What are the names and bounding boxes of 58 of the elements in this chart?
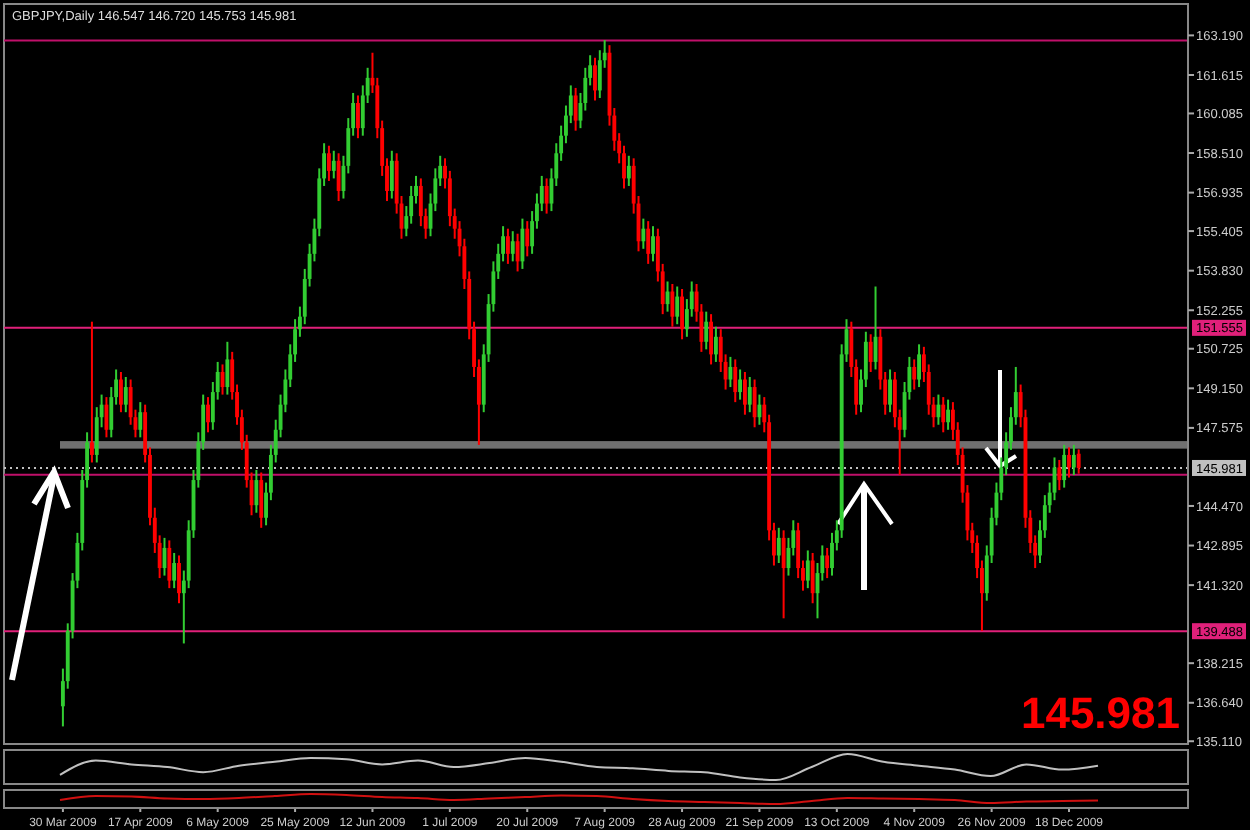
candlestick: [917, 343, 921, 389]
candlestick: [888, 368, 892, 414]
candlestick: [675, 285, 680, 326]
candlestick: [510, 230, 515, 263]
candlestick: [941, 396, 946, 434]
candlestick: [505, 227, 510, 265]
candlestick: [327, 144, 331, 182]
candlestick: [733, 358, 738, 404]
candlestick: [728, 355, 733, 389]
candlestick: [573, 86, 578, 132]
candlestick: [713, 325, 718, 363]
candlestick: [946, 398, 951, 431]
candlestick: [709, 313, 713, 366]
candlestick: [747, 376, 752, 414]
candlestick: [515, 232, 520, 273]
candlestick: [123, 376, 128, 414]
candlestick: [810, 551, 815, 605]
candlestick: [742, 370, 747, 416]
candlestick: [825, 546, 830, 580]
candlestick: [1057, 458, 1062, 492]
candlestick: [254, 469, 259, 514]
candlestick: [593, 56, 597, 102]
candlestick: [680, 288, 684, 341]
candlestick: [868, 333, 873, 373]
candlestick: [1062, 443, 1067, 489]
candlestick: [704, 310, 709, 351]
candlestick: [331, 149, 336, 180]
candlestick: [912, 358, 917, 391]
candlestick: [670, 282, 675, 328]
candlestick: [805, 549, 810, 590]
candlestick: [167, 539, 172, 590]
candlestick: [936, 393, 941, 426]
candlestick: [89, 320, 94, 464]
candlestick: [1067, 446, 1071, 479]
candlestick: [206, 396, 210, 434]
candlestick: [172, 551, 177, 590]
candlestick: [781, 529, 786, 620]
candlestick: [626, 154, 631, 187]
candlestick: [177, 554, 181, 605]
candlestick: [646, 220, 651, 265]
candlestick: [776, 526, 781, 565]
candlestick: [356, 94, 360, 140]
candlestick: [138, 401, 143, 439]
candlestick: [651, 225, 655, 263]
candlestick: [525, 220, 530, 258]
candlestick: [738, 368, 743, 401]
candlestick: [259, 471, 264, 529]
candlestick: [225, 340, 230, 396]
candlestick: [544, 177, 549, 215]
candlestick: [752, 378, 757, 429]
candlestick: [336, 152, 341, 203]
candlestick: [641, 217, 646, 250]
candlestick: [389, 149, 394, 200]
candlestick: [520, 217, 525, 270]
annotation: 145.981: [1020, 688, 1180, 738]
candlestick: [1076, 448, 1081, 475]
candlestick: [1071, 443, 1076, 477]
candlestick: [119, 370, 123, 414]
